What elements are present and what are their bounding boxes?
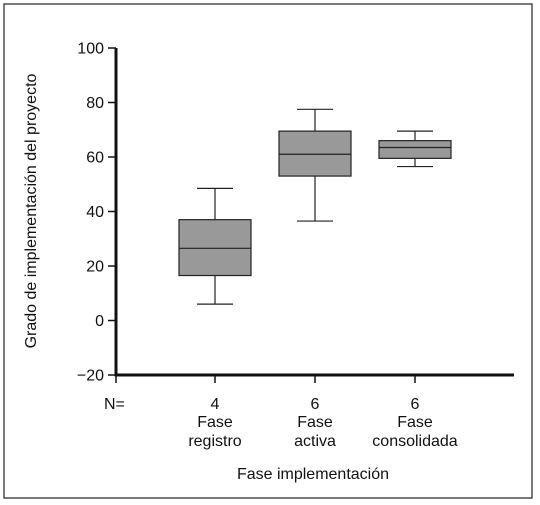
category-label-line2: registro — [188, 433, 241, 450]
category-label-line2: activa — [294, 433, 336, 450]
category-label-line1: Fase — [297, 414, 333, 431]
n-label: N= — [104, 396, 125, 413]
box — [278, 130, 352, 177]
y-tick-label: 40 — [86, 204, 104, 221]
y-axis-label: Grado de implementación del proyecto — [23, 73, 40, 348]
category-label-line1: Fase — [397, 414, 433, 431]
n-count-label: 4 — [211, 396, 220, 413]
y-tick-label: 80 — [86, 95, 104, 112]
box — [178, 219, 252, 277]
y-tick-label: 0 — [95, 313, 104, 330]
category-label-line2: consolidada — [372, 433, 458, 450]
n-count-label: 6 — [411, 396, 420, 413]
y-tick-label: 20 — [86, 259, 104, 276]
box — [378, 140, 452, 159]
y-tick-label: 100 — [77, 41, 104, 58]
x-axis-label: Fase implementación — [237, 466, 389, 483]
category-label-line1: Fase — [197, 414, 233, 431]
n-count-label: 6 — [311, 396, 320, 413]
y-tick-label: 60 — [86, 150, 104, 167]
figure-border — [3, 3, 533, 499]
plot-area: −200204060801004Faseregistro6Faseactiva6… — [77, 41, 514, 450]
y-tick-label: −20 — [77, 368, 104, 385]
